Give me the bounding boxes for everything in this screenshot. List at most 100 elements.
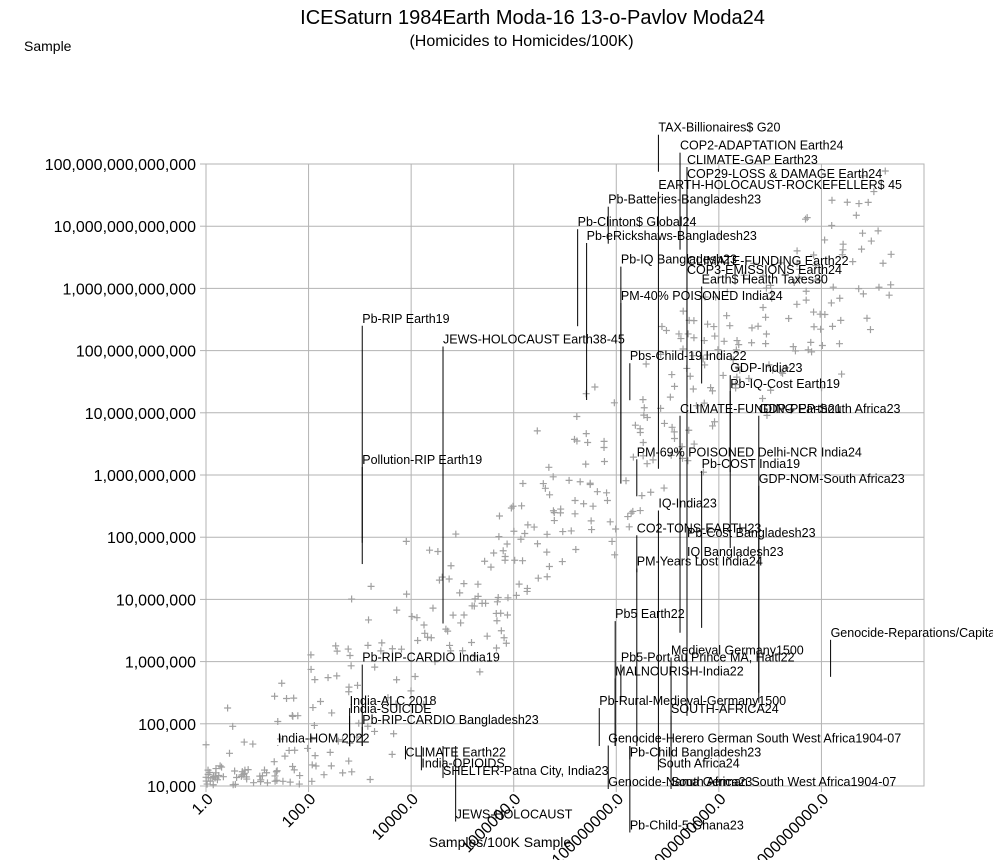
data-point	[407, 687, 415, 695]
y-tick-label: 1,000,000	[125, 655, 196, 672]
data-point	[855, 200, 863, 208]
data-point	[795, 273, 803, 281]
data-point	[733, 373, 741, 381]
y-tick-label: 1,000,000,000,000	[63, 281, 197, 298]
data-point	[276, 735, 284, 743]
data-point	[283, 695, 291, 703]
data-point	[732, 384, 740, 392]
data-point	[545, 563, 553, 571]
data-point	[763, 411, 771, 419]
y-tick-label: 100,000,000,000,000	[45, 157, 196, 174]
y-tick-label: 10,000,000,000,000	[54, 219, 196, 236]
data-point	[289, 762, 297, 770]
data-point	[710, 323, 718, 331]
data-point	[541, 484, 549, 492]
data-point	[233, 773, 241, 781]
data-point	[346, 652, 354, 660]
data-point	[307, 665, 315, 673]
data-point	[367, 582, 375, 590]
data-point	[767, 386, 775, 394]
annotation-label: SHELTER-Patna City, India23	[443, 764, 609, 778]
data-point	[864, 198, 872, 206]
data-point	[286, 778, 294, 786]
annotation-label: GDP-India23	[730, 361, 802, 375]
data-point	[213, 776, 221, 784]
data-point	[446, 641, 454, 649]
data-point	[885, 291, 893, 299]
data-point	[849, 258, 857, 266]
data-point	[420, 700, 428, 708]
data-point	[791, 347, 799, 355]
data-point	[390, 730, 398, 738]
data-point	[828, 222, 836, 230]
data-point	[493, 617, 501, 625]
annotation-label: Pbs-Child-19 India22	[630, 349, 747, 363]
data-point	[289, 712, 297, 720]
data-point	[793, 259, 801, 267]
data-point	[812, 262, 820, 270]
data-point	[281, 752, 289, 760]
data-point	[748, 339, 756, 347]
data-point	[543, 530, 551, 538]
data-point	[481, 557, 489, 565]
data-point	[600, 443, 608, 451]
data-point	[821, 236, 829, 244]
data-point	[668, 423, 676, 431]
data-point	[426, 546, 434, 554]
data-point	[573, 413, 581, 421]
data-point	[733, 337, 741, 345]
data-point	[636, 425, 644, 433]
data-point	[312, 762, 320, 770]
annotation-label: PM-69% POISONED Delhi-NCR India24	[637, 445, 862, 459]
data-point	[762, 340, 770, 348]
data-point	[796, 265, 804, 273]
data-point	[827, 299, 835, 307]
data-point	[565, 476, 573, 484]
data-point	[333, 672, 341, 680]
data-point	[714, 346, 722, 354]
x-tick-label: 100000000.0	[549, 791, 627, 860]
data-point	[327, 762, 335, 770]
data-point	[468, 638, 476, 646]
data-point	[692, 402, 700, 410]
data-point	[863, 314, 871, 322]
data-point	[887, 281, 895, 289]
data-point	[719, 371, 727, 379]
data-point	[290, 694, 298, 702]
data-point	[442, 625, 450, 633]
data-point	[414, 636, 422, 644]
data-point	[843, 198, 851, 206]
annotation-label: Pb5 Earth22	[615, 607, 685, 621]
data-point	[836, 294, 844, 302]
annotation-label: MALNOURISH-India22	[615, 664, 744, 678]
data-point	[470, 652, 478, 660]
data-point	[762, 284, 770, 292]
data-point	[371, 663, 379, 671]
data-point	[855, 285, 863, 293]
annotation-label: CLIMATE-FUNDING Earth22	[687, 254, 849, 268]
data-point	[229, 722, 237, 730]
data-point	[339, 769, 347, 777]
data-point	[643, 413, 651, 421]
data-point	[445, 575, 453, 583]
data-point	[810, 251, 818, 259]
data-point	[371, 727, 379, 735]
annotation-label: India-OPIOIDS	[421, 756, 504, 770]
data-point	[295, 780, 303, 788]
data-point	[762, 313, 770, 321]
data-point	[279, 777, 287, 785]
data-point	[679, 307, 687, 315]
data-point	[304, 744, 312, 752]
data-point	[452, 530, 460, 538]
data-point	[518, 502, 526, 510]
data-point	[572, 546, 580, 554]
data-point	[631, 421, 639, 429]
data-point	[263, 769, 271, 777]
data-point	[278, 679, 286, 687]
annotation-label: Genocide-Herero German South West Africa…	[608, 732, 901, 746]
annotation-label: Pb-Child-5 Ghana23	[630, 818, 744, 832]
data-point	[829, 283, 837, 291]
y-tick-label: 100,000,000	[107, 530, 196, 547]
data-point	[215, 772, 223, 780]
data-point	[701, 361, 709, 369]
